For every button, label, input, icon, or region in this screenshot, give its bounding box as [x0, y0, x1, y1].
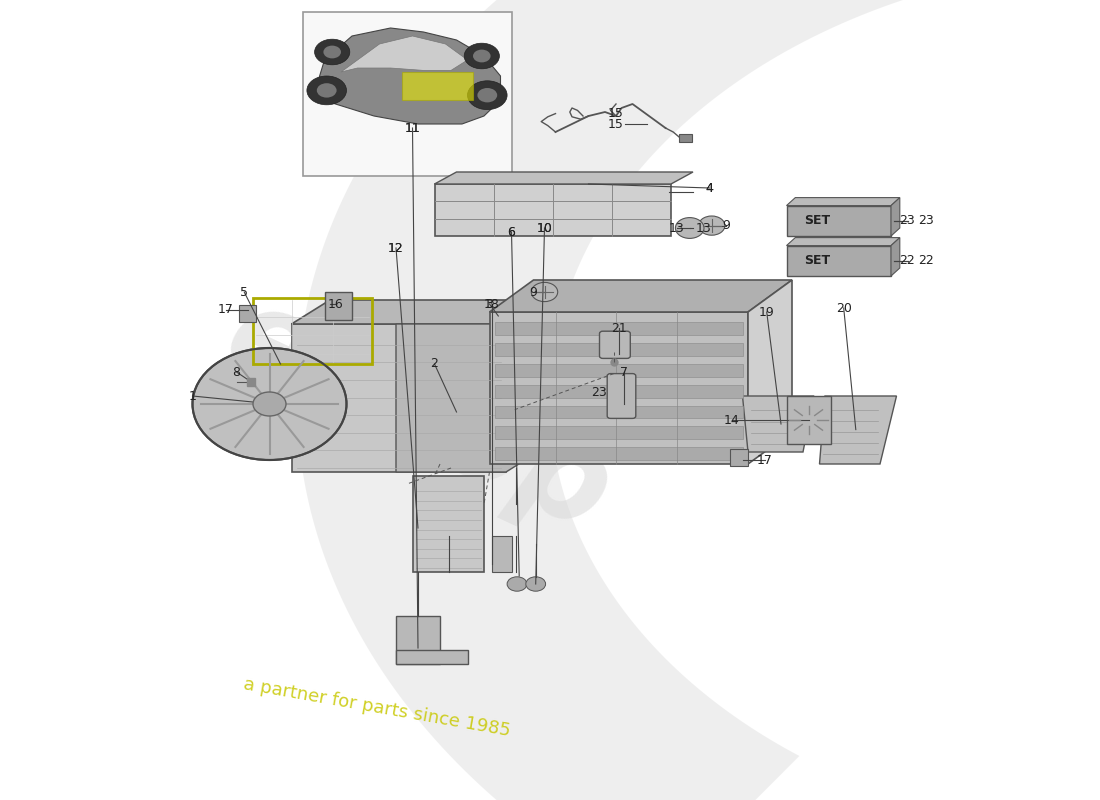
Polygon shape — [748, 280, 792, 464]
FancyBboxPatch shape — [495, 343, 742, 356]
Text: a partner for parts since 1985: a partner for parts since 1985 — [242, 676, 512, 740]
Polygon shape — [490, 280, 792, 312]
Polygon shape — [786, 396, 830, 444]
Text: 1: 1 — [188, 390, 197, 402]
Text: 12: 12 — [388, 242, 404, 254]
FancyBboxPatch shape — [396, 650, 468, 664]
Circle shape — [468, 81, 507, 110]
Polygon shape — [891, 198, 900, 236]
Polygon shape — [396, 324, 561, 472]
Text: 3: 3 — [485, 298, 494, 310]
Circle shape — [531, 282, 558, 302]
FancyBboxPatch shape — [402, 72, 473, 100]
Text: 19: 19 — [759, 306, 774, 318]
Text: 7: 7 — [619, 366, 628, 378]
Circle shape — [526, 577, 546, 591]
Text: 9: 9 — [722, 219, 730, 232]
FancyBboxPatch shape — [434, 184, 671, 236]
Text: 15: 15 — [608, 107, 624, 120]
Circle shape — [698, 216, 725, 235]
Circle shape — [477, 88, 497, 102]
Text: 17: 17 — [757, 454, 772, 466]
Polygon shape — [786, 238, 900, 246]
Text: europ: europ — [207, 274, 629, 558]
Text: 11: 11 — [405, 122, 420, 134]
FancyBboxPatch shape — [495, 385, 742, 398]
FancyBboxPatch shape — [730, 449, 748, 466]
Polygon shape — [341, 36, 468, 72]
Text: 23: 23 — [918, 214, 934, 227]
FancyBboxPatch shape — [495, 447, 742, 460]
FancyBboxPatch shape — [495, 406, 742, 418]
Circle shape — [675, 218, 704, 238]
Polygon shape — [490, 312, 748, 464]
Text: SET: SET — [804, 214, 830, 227]
Polygon shape — [434, 172, 693, 184]
FancyBboxPatch shape — [324, 292, 352, 320]
FancyBboxPatch shape — [302, 12, 512, 176]
Text: 6: 6 — [507, 226, 516, 238]
Text: 15: 15 — [608, 118, 624, 130]
Polygon shape — [742, 396, 814, 452]
Circle shape — [464, 43, 499, 69]
FancyBboxPatch shape — [396, 616, 440, 664]
Text: 16: 16 — [328, 298, 343, 310]
Polygon shape — [297, 0, 1100, 800]
Polygon shape — [891, 238, 900, 276]
Text: 2: 2 — [430, 358, 439, 370]
Text: 5: 5 — [240, 286, 249, 298]
Circle shape — [307, 76, 346, 105]
Circle shape — [192, 348, 346, 460]
Text: 13: 13 — [669, 222, 684, 234]
Polygon shape — [292, 324, 506, 472]
FancyBboxPatch shape — [495, 322, 742, 335]
FancyBboxPatch shape — [600, 331, 630, 358]
FancyBboxPatch shape — [239, 305, 256, 322]
Text: 22: 22 — [918, 254, 934, 267]
FancyBboxPatch shape — [786, 246, 891, 276]
Text: 17: 17 — [218, 303, 233, 316]
Text: 23: 23 — [900, 214, 915, 227]
Text: 4: 4 — [705, 182, 714, 194]
Circle shape — [507, 577, 527, 591]
Circle shape — [473, 50, 491, 62]
Text: SET: SET — [804, 254, 830, 267]
Circle shape — [253, 392, 286, 416]
FancyBboxPatch shape — [492, 536, 512, 572]
Polygon shape — [292, 300, 544, 324]
FancyBboxPatch shape — [786, 206, 891, 236]
Text: 13: 13 — [696, 222, 712, 234]
Text: 9: 9 — [529, 286, 538, 298]
Text: 10: 10 — [537, 222, 552, 234]
Polygon shape — [820, 396, 896, 464]
Text: 23: 23 — [592, 386, 607, 398]
Text: 14: 14 — [724, 414, 739, 426]
Text: 10: 10 — [537, 222, 552, 234]
Text: 18: 18 — [484, 298, 499, 310]
Text: 22: 22 — [900, 254, 915, 267]
Text: 8: 8 — [232, 366, 241, 378]
Text: 21: 21 — [612, 322, 627, 334]
Polygon shape — [314, 28, 501, 124]
FancyBboxPatch shape — [679, 134, 692, 142]
Circle shape — [315, 39, 350, 65]
FancyBboxPatch shape — [607, 374, 636, 418]
Text: 12: 12 — [388, 242, 404, 254]
Text: 11: 11 — [405, 122, 420, 134]
Circle shape — [317, 83, 337, 98]
Text: 4: 4 — [705, 182, 714, 194]
FancyBboxPatch shape — [412, 476, 484, 572]
Text: 6: 6 — [507, 226, 516, 238]
Text: 20: 20 — [836, 302, 851, 314]
FancyBboxPatch shape — [495, 426, 742, 439]
Polygon shape — [786, 198, 900, 206]
Circle shape — [323, 46, 341, 58]
FancyBboxPatch shape — [495, 364, 742, 377]
